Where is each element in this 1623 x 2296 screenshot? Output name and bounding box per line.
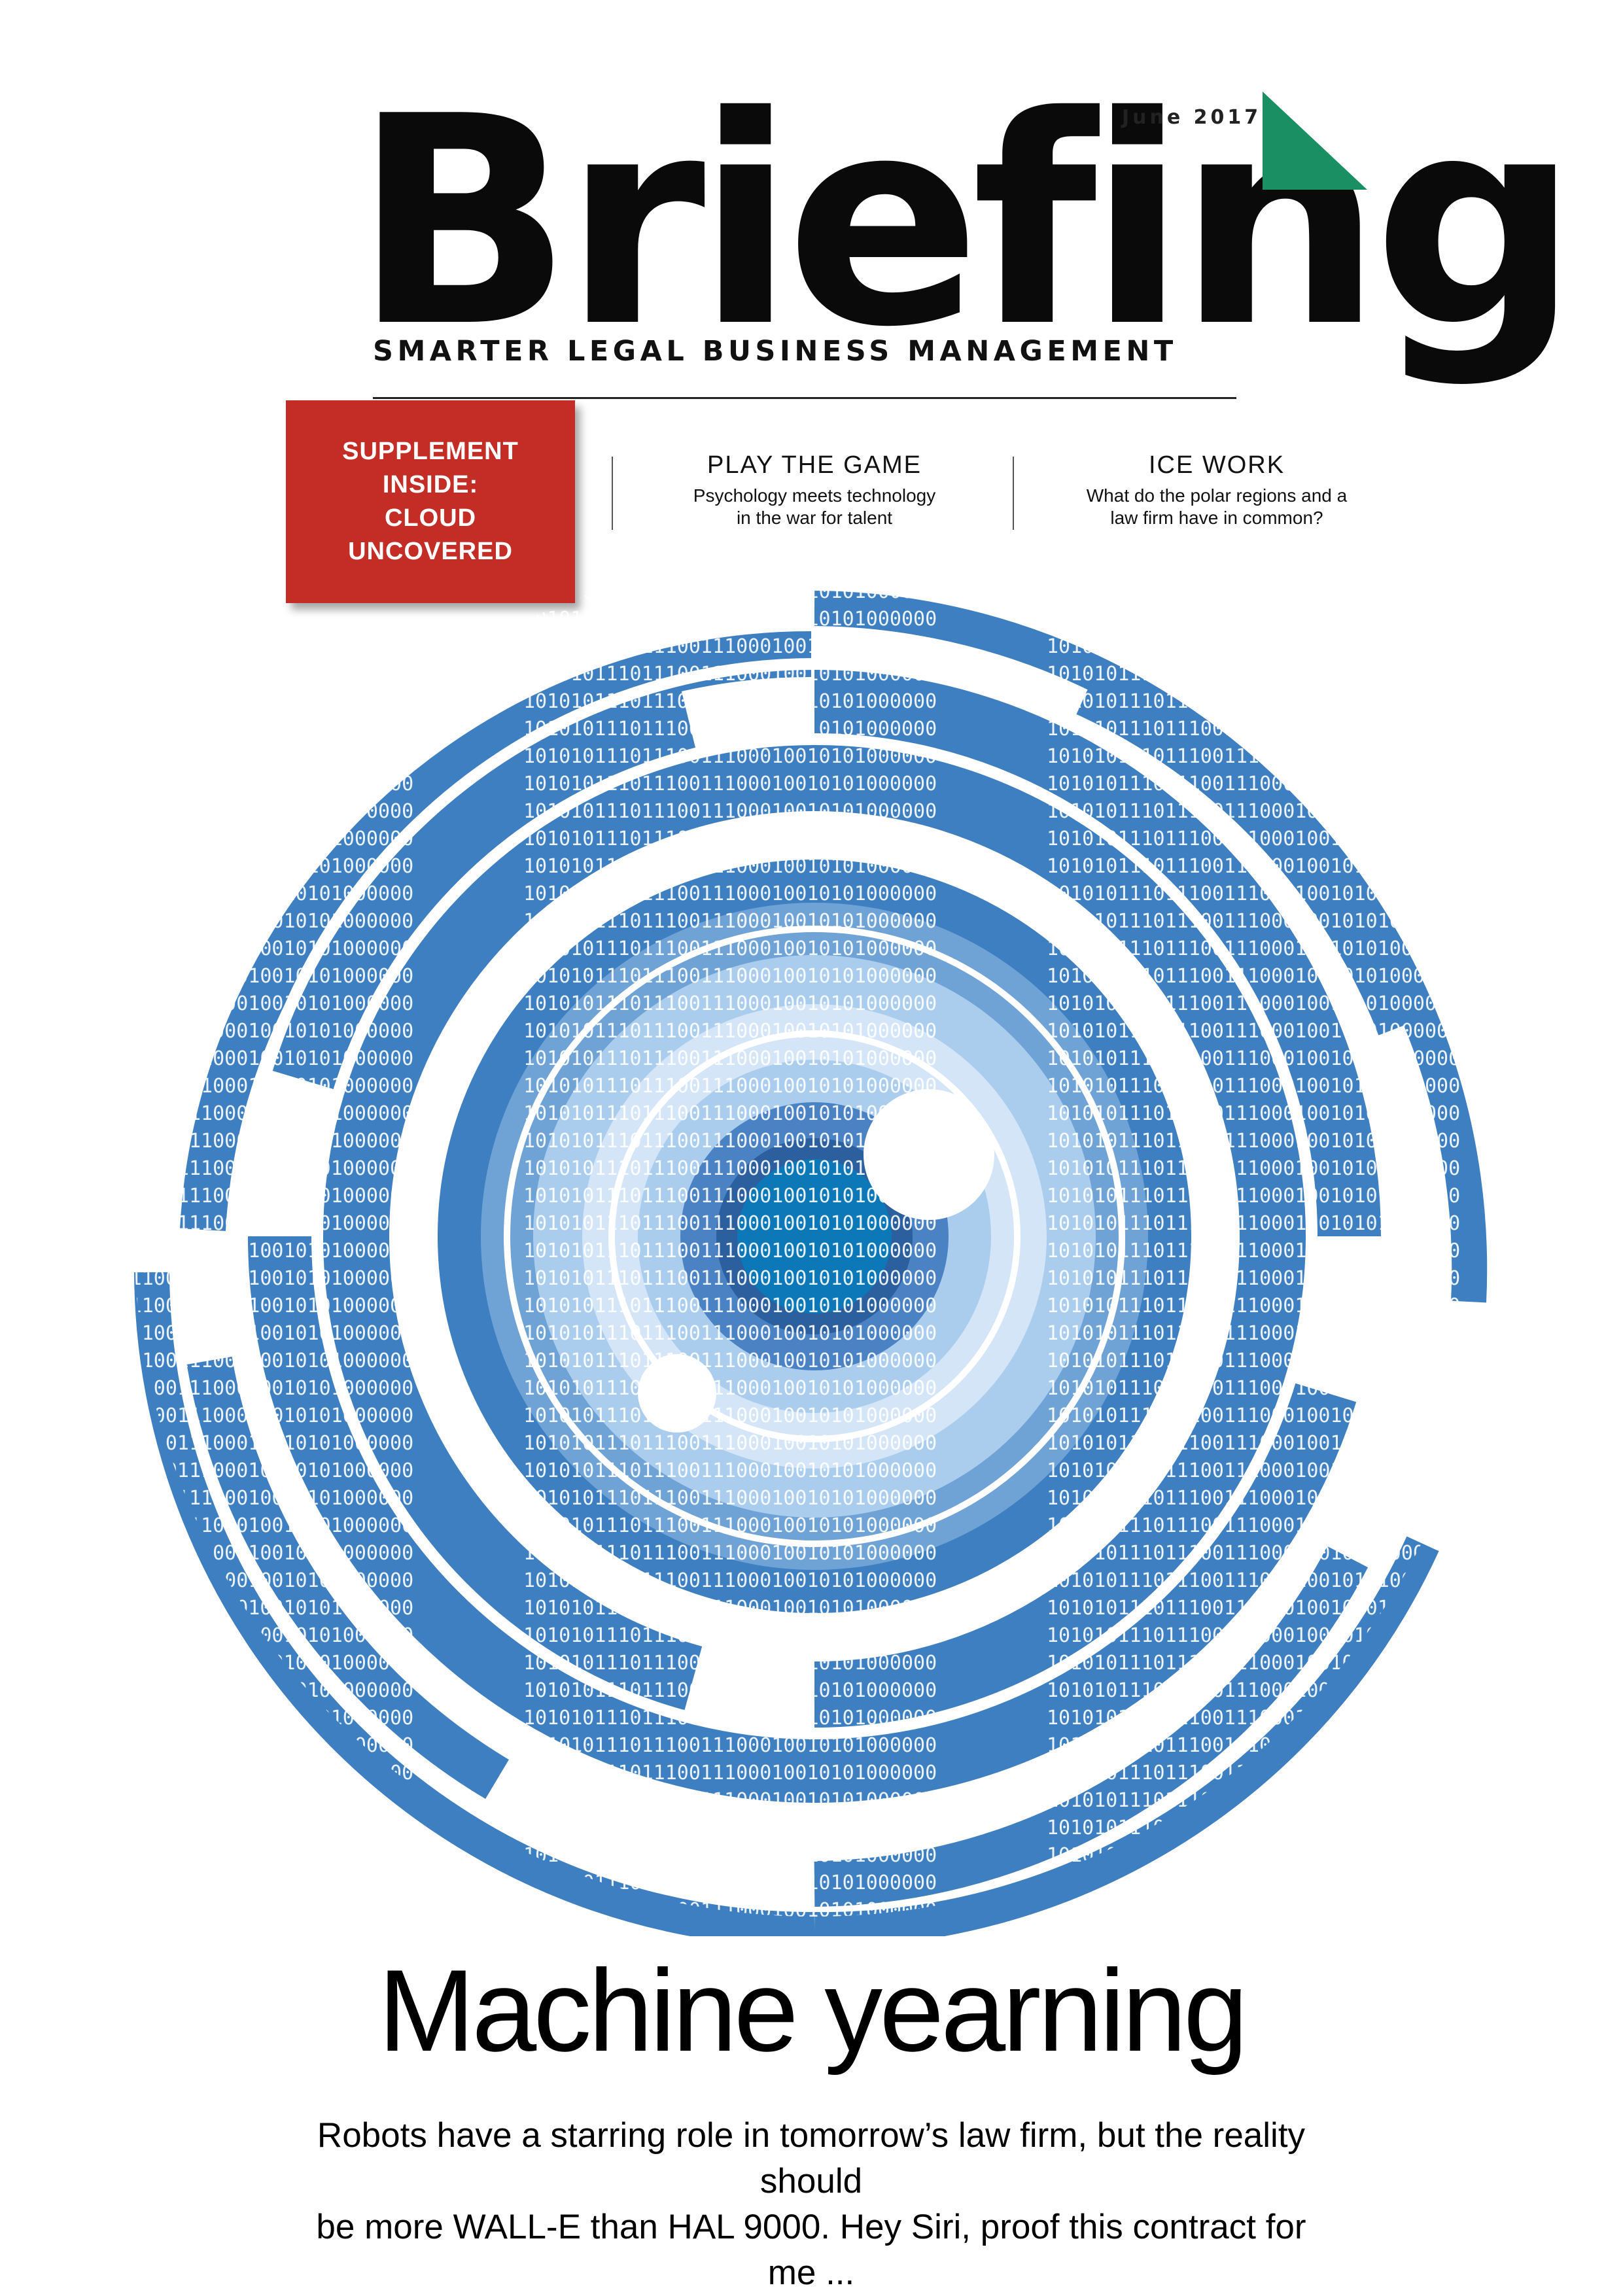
supplement-line: SUPPLEMENT (342, 438, 519, 465)
teaser-divider (612, 457, 613, 530)
teaser-desc-line: What do the polar regions and a (1086, 485, 1348, 506)
supplement-line: INSIDE: (382, 471, 479, 498)
teaser-desc-line: in the war for talent (736, 508, 893, 528)
cover-standfirst: Robots have a starring role in tomorrow’… (288, 2113, 1335, 2296)
supplement-flag[interactable]: SUPPLEMENT INSIDE: CLOUD UNCOVERED (286, 400, 575, 603)
separator-rings (236, 658, 1393, 1815)
highlight-small (638, 1354, 716, 1433)
issue-date: June 2017 (1122, 106, 1262, 129)
teaser-desc-line: law firm have in common? (1110, 508, 1323, 528)
teaser-title: PLAY THE GAME (707, 451, 922, 479)
corner-triangle-icon (1263, 92, 1367, 190)
masthead-tagline: SMARTER LEGAL BUSINESS MANAGEMENT (373, 335, 1178, 368)
teaser-divider (1013, 457, 1014, 530)
masthead-divider (373, 397, 1236, 399)
standfirst-line: be more WALL-E than HAL 9000. Hey Siri, … (316, 2208, 1306, 2292)
teaser-desc-line: Psychology meets technology (693, 485, 936, 506)
binary-overlay (134, 589, 1495, 1917)
supplement-line: UNCOVERED (348, 538, 513, 565)
standfirst-line: Robots have a starring role in tomorrow’… (317, 2116, 1306, 2200)
outer-arc (814, 1536, 1439, 1936)
supplement-line: CLOUD (384, 504, 477, 532)
teaser-play-the-game[interactable]: PLAY THE GAME Psychology meets technolog… (644, 451, 985, 529)
cover-headline: Machine yearning (377, 1945, 1248, 2076)
teaser-title: ICE WORK (1148, 451, 1285, 479)
masthead-title: Briefing (353, 55, 1579, 390)
highlight-large (864, 1089, 994, 1220)
teaser-ice-work[interactable]: ICE WORK What do the polar regions and a… (1040, 451, 1393, 529)
